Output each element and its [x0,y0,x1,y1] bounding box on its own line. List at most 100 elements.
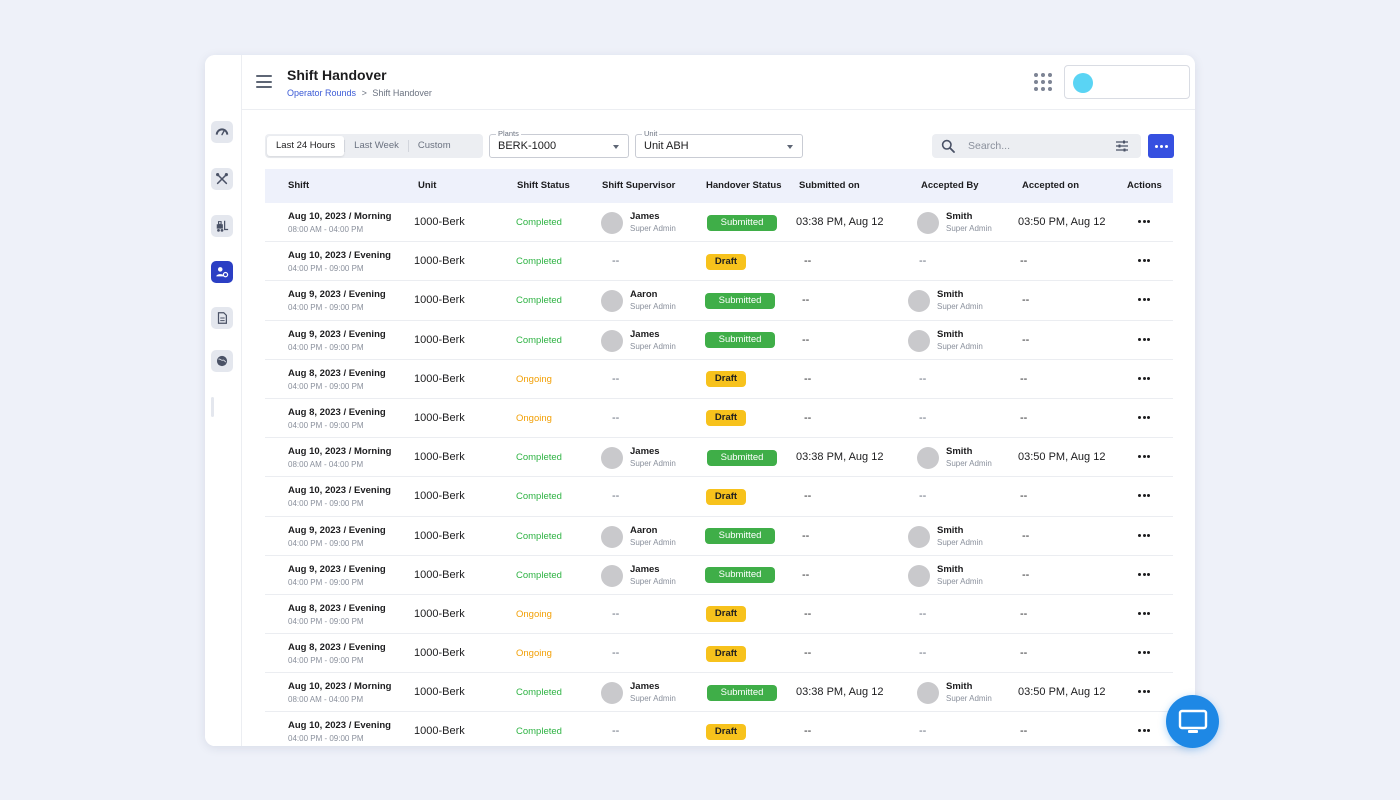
accepted-on: -- [1020,411,1028,424]
range-last-24-hours[interactable]: Last 24 Hours [267,136,345,156]
column-header-accepted-on[interactable]: Accepted on [1022,180,1080,191]
table-row[interactable]: Aug 9, 2023 / Evening 04:00 PM - 09:00 PM… [265,321,1173,360]
unit-value: 1000-Berk [414,686,465,699]
column-header-actions: Actions [1127,180,1162,191]
row-actions-icon[interactable] [1138,376,1150,380]
avatar [917,682,939,705]
column-header-handover-status[interactable]: Handover Status [706,180,782,191]
row-actions-icon[interactable] [1138,572,1150,576]
sidebar-item-maintenance[interactable] [211,168,233,190]
row-actions-icon[interactable] [1138,455,1150,459]
shift-status: Completed [516,217,562,228]
avatar [601,682,623,705]
avatar [601,290,623,313]
table-row[interactable]: Aug 10, 2023 / Evening 04:00 PM - 09:00 P… [265,712,1173,746]
table-header: Shift Unit Shift Status Shift Supervisor… [265,169,1173,203]
range-last-week[interactable]: Last Week [354,140,399,151]
submitted-on: -- [804,725,812,738]
sidebar-item-global[interactable] [211,350,233,372]
avatar [908,564,930,587]
handover-status-badge: Submitted [707,449,777,466]
shift-supervisor: James Super Admin [601,329,676,353]
row-actions-icon[interactable] [1138,611,1150,615]
row-actions-icon[interactable] [1138,415,1150,419]
accepted-on: -- [1022,333,1030,346]
user-settings-icon [216,267,229,278]
row-actions-icon[interactable] [1138,337,1150,341]
unit-value: 1000-Berk [414,372,465,385]
accepted-by-empty: -- [919,255,927,268]
table-row[interactable]: Aug 10, 2023 / Morning 08:00 AM - 04:00 P… [265,438,1173,478]
forklift-icon [216,220,229,232]
range-custom[interactable]: Custom [417,140,451,151]
row-actions-icon[interactable] [1138,494,1150,498]
shift-time: 08:00 AM - 04:00 PM [288,225,364,234]
row-actions-icon[interactable] [1138,259,1150,263]
table-row[interactable]: Aug 10, 2023 / Morning 08:00 AM - 04:00 P… [265,203,1173,243]
row-actions-icon[interactable] [1138,651,1150,655]
table-row[interactable]: Aug 9, 2023 / Evening 04:00 PM - 09:00 PM… [265,517,1173,556]
shift-name: Aug 8, 2023 / Evening [288,602,386,614]
column-header-shift-supervisor[interactable]: Shift Supervisor [602,180,676,191]
range-divider [344,140,346,152]
table-row[interactable]: Aug 8, 2023 / Evening 04:00 PM - 09:00 PM… [265,595,1173,635]
table-row[interactable]: Aug 8, 2023 / Evening 04:00 PM - 09:00 PM… [265,634,1173,674]
table-row[interactable]: Aug 10, 2023 / Evening 04:00 PM - 09:00 P… [265,477,1173,517]
row-actions-icon[interactable] [1138,690,1150,694]
sidebar-item-documents[interactable] [211,307,233,329]
column-header-shift[interactable]: Shift [288,180,310,191]
shift-supervisor: James Super Admin [601,211,676,235]
supervisor-name: James [630,328,660,340]
row-actions-icon[interactable] [1138,533,1150,537]
column-header-submitted-on[interactable]: Submitted on [799,180,860,191]
row-actions-icon[interactable] [1138,298,1150,302]
table-row[interactable]: Aug 9, 2023 / Evening 04:00 PM - 09:00 PM… [265,281,1173,321]
accepted-by-name: Smith [946,211,973,222]
apps-grid-icon[interactable] [1034,73,1052,91]
handover-status-badge: Submitted [705,332,775,349]
shift-status: Completed [516,295,562,307]
accepted-on: 03:50 PM, Aug 12 [1018,451,1106,464]
more-options-button[interactable] [1148,134,1174,158]
column-header-unit[interactable]: Unit [418,180,437,191]
accepted-on: -- [1020,607,1028,620]
avatar [917,447,939,470]
unit-select[interactable]: Unit Unit ABH [635,129,803,158]
plants-select[interactable]: Plants BERK-1000 [489,129,629,158]
table-row[interactable]: Aug 8, 2023 / Evening 04:00 PM - 09:00 PM… [265,399,1173,439]
accepted-by-empty: -- [919,607,927,620]
shift-name: Aug 9, 2023 / Evening [288,328,386,340]
menu-icon[interactable] [256,75,272,88]
row-actions-icon[interactable] [1138,729,1150,733]
sidebar-resize-handle[interactable] [211,397,214,417]
monitor-fab-button[interactable] [1166,695,1219,748]
accepted-on: -- [1020,490,1028,503]
breadcrumb-link-operator-rounds[interactable]: Operator Rounds [287,88,357,98]
row-actions-icon[interactable] [1138,220,1150,223]
shift-supervisor-empty: -- [612,725,620,738]
submitted-on: 03:38 PM, Aug 12 [796,451,884,464]
table-row[interactable]: Aug 10, 2023 / Evening 04:00 PM - 09:00 P… [265,242,1173,282]
submitted-on: 03:38 PM, Aug 12 [796,216,884,228]
column-header-accepted-by[interactable]: Accepted By [921,180,979,191]
sidebar-item-equipment[interactable] [211,215,233,237]
table-row[interactable]: Aug 8, 2023 / Evening 04:00 PM - 09:00 PM… [265,360,1173,399]
profile-menu[interactable] [1064,65,1190,99]
table-row[interactable]: Aug 10, 2023 / Morning 08:00 AM - 04:00 P… [265,673,1173,713]
filter-sliders-icon[interactable] [1115,139,1129,153]
shift-handover-table: Shift Unit Shift Status Shift Supervisor… [265,169,1173,746]
unit-value: 1000-Berk [414,255,465,268]
sidebar-item-dashboard[interactable] [211,121,233,143]
unit-value: 1000-Berk [414,529,465,542]
shift-time: 04:00 PM - 09:00 PM [288,734,364,744]
submitted-on: -- [804,411,812,424]
search-input[interactable] [968,138,1108,154]
table-row[interactable]: Aug 9, 2023 / Evening 04:00 PM - 09:00 PM… [265,556,1173,595]
handover-status-badge: Submitted [705,567,775,584]
shift-status: Completed [516,452,562,464]
unit-value: 1000-Berk [414,725,465,738]
breadcrumb-separator: > [361,88,367,98]
accepted-by: Smith Super Admin [908,329,983,353]
column-header-shift-status[interactable]: Shift Status [517,180,570,191]
sidebar-item-shift-handover[interactable] [211,261,233,283]
